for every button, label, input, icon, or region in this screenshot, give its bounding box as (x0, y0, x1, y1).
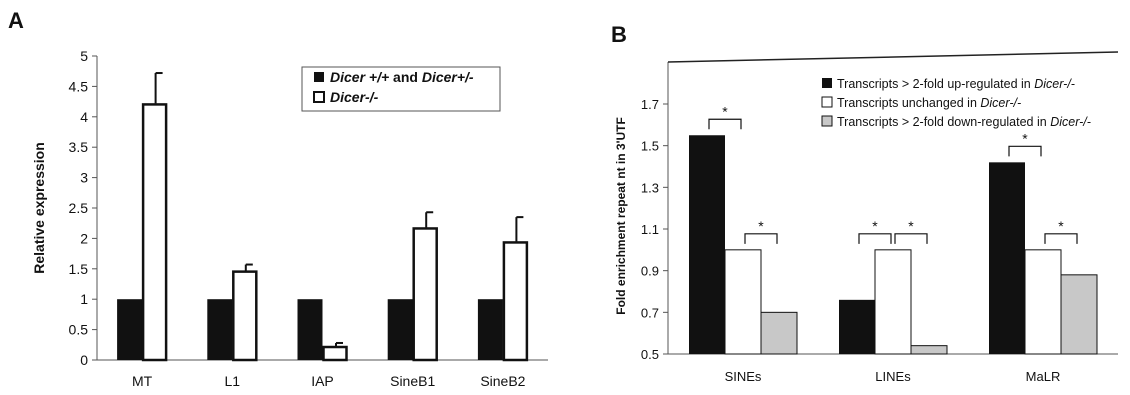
bar-b-down-malr (1060, 274, 1098, 355)
panel-b-label: B (611, 22, 627, 47)
significance-bracket (894, 233, 928, 244)
chart-a-y-tick-label: 5 (80, 48, 88, 64)
bar-a-dicer-wt-mt (117, 299, 143, 360)
chart-a-y-tick-label: 0.5 (69, 322, 89, 338)
bar-b-unchanged-lines (874, 249, 912, 355)
chart-a-x-tick-label: MT (132, 373, 153, 389)
chart-b-significance: * * * * * * (708, 103, 1078, 244)
legend-swatch-dicer-wt (314, 72, 324, 82)
chart-a-y-tick-label: 4.5 (69, 78, 89, 94)
chart-a-y-tick-label: 1 (80, 291, 88, 307)
bar-b-up-sines (689, 135, 725, 354)
bar-a-dicer-ko-sineb1 (412, 227, 438, 362)
chart-a-y-ticks: 0 0.5 1 1.5 2 2.5 3 3.5 4 4.5 5 (69, 48, 97, 368)
legend-swatch-unchanged (821, 96, 833, 108)
legend-label-up: Transcripts > 2-fold up-regulated in Dic… (837, 77, 1075, 91)
significance-bracket (858, 233, 892, 244)
chart-b-legend: Transcripts > 2-fold up-regulated in Dic… (821, 77, 1091, 129)
bar-a-dicer-ko-sineb2 (502, 241, 529, 362)
chart-a-y-tick-label: 4 (80, 109, 88, 125)
chart-b-y-tick-label: 1.1 (641, 222, 659, 237)
legend-label-unchanged: Transcripts unchanged in Dicer-/- (837, 96, 1021, 110)
legend-swatch-up (822, 78, 832, 88)
significance-star: * (908, 218, 914, 234)
chart-a-x-tick-label: IAP (311, 373, 334, 389)
chart-b-y-tick-label: 1.7 (641, 97, 659, 112)
significance-star: * (872, 218, 878, 234)
bar-b-up-malr (989, 162, 1025, 354)
chart-b-y-tick-label: 0.9 (641, 264, 659, 279)
legend-label-dicer-wt: Dicer +/+ and Dicer+/- (330, 69, 474, 85)
chart-a-y-tick-label: 2 (80, 230, 88, 246)
bar-b-unchanged-malr (1024, 249, 1062, 355)
bar-a-dicer-wt-sineb1 (387, 299, 413, 360)
chart-a-x-ticks: MT L1 IAP SineB1 SineB2 (132, 373, 526, 389)
significance-bracket (1008, 145, 1042, 157)
chart-b: Fold enrichment repeat nt in 3'UTF 0.50.… (614, 51, 1119, 384)
bar-b-down-lines (910, 345, 948, 355)
chart-a-legend: Dicer +/+ and Dicer+/- Dicer-/- (301, 66, 501, 112)
legend-swatch-dicer-ko (313, 91, 325, 103)
chart-b-y-tick-label: 1.3 (641, 180, 659, 195)
chart-a-x-tick-label: L1 (225, 373, 241, 389)
chart-a-legend-frame (301, 66, 501, 112)
chart-a-x-tick-label: SineB1 (390, 373, 435, 389)
chart-b-x-ticks: SINEs LINEs MaLR (725, 369, 1061, 384)
legend-label-down: Transcripts > 2-fold down-regulated in D… (837, 115, 1091, 129)
significance-star: * (722, 103, 728, 119)
significance-star: * (1058, 218, 1064, 234)
chart-b-y-tick-label: 0.5 (641, 347, 659, 362)
bar-a-dicer-wt-l1 (207, 299, 233, 360)
chart-a-y-tick-label: 3 (80, 170, 88, 186)
chart-a-y-tick-label: 2.5 (69, 200, 89, 216)
significance-star: * (758, 218, 764, 234)
chart-b-y-tick-label: 0.7 (641, 305, 659, 320)
bar-b-down-sines (760, 311, 798, 355)
bar-a-dicer-wt-iap (297, 299, 323, 360)
legend-swatch-down (821, 115, 833, 127)
chart-a: Relative expression 0 0.5 1 1.5 2 2.5 3 3.5 4 4.5… (31, 48, 548, 389)
chart-a-y-axis-label: Relative expression (31, 142, 47, 274)
chart-b-y-axis-label: Fold enrichment repeat nt in 3'UTF (614, 117, 628, 315)
panel-a-label: A (8, 8, 24, 33)
bar-b-unchanged-sines (724, 249, 762, 355)
bar-a-dicer-wt-sineb2 (477, 299, 503, 360)
bar-b-up-lines (839, 299, 875, 354)
chart-a-x-tick-label: SineB2 (480, 373, 525, 389)
chart-b-x-tick-label: MaLR (1026, 369, 1061, 384)
chart-a-bars (117, 72, 529, 362)
significance-bracket (1044, 233, 1078, 244)
chart-b-y-ticks: 0.5 0.7 0.9 1.1 1.3 1.5 1.7 (641, 97, 668, 362)
chart-a-y-tick-label: 1.5 (69, 261, 89, 277)
chart-b-x-tick-label: SINEs (725, 369, 762, 384)
significance-star: * (1022, 130, 1028, 146)
chart-b-y-tick-label: 1.5 (641, 139, 659, 154)
bar-a-dicer-ko-iap (322, 345, 348, 362)
significance-bracket (744, 233, 778, 244)
bar-a-dicer-ko-l1 (232, 270, 258, 362)
bar-a-dicer-ko-mt (141, 103, 168, 362)
significance-bracket (708, 118, 742, 130)
chart-a-y-tick-label: 0 (80, 352, 88, 368)
chart-b-x-tick-label: LINEs (875, 369, 911, 384)
legend-label-dicer-ko: Dicer-/- (330, 89, 379, 105)
chart-a-y-tick-label: 3.5 (69, 139, 89, 155)
chart-b-bars (689, 135, 1098, 355)
chart-b-top-border (667, 51, 1119, 63)
